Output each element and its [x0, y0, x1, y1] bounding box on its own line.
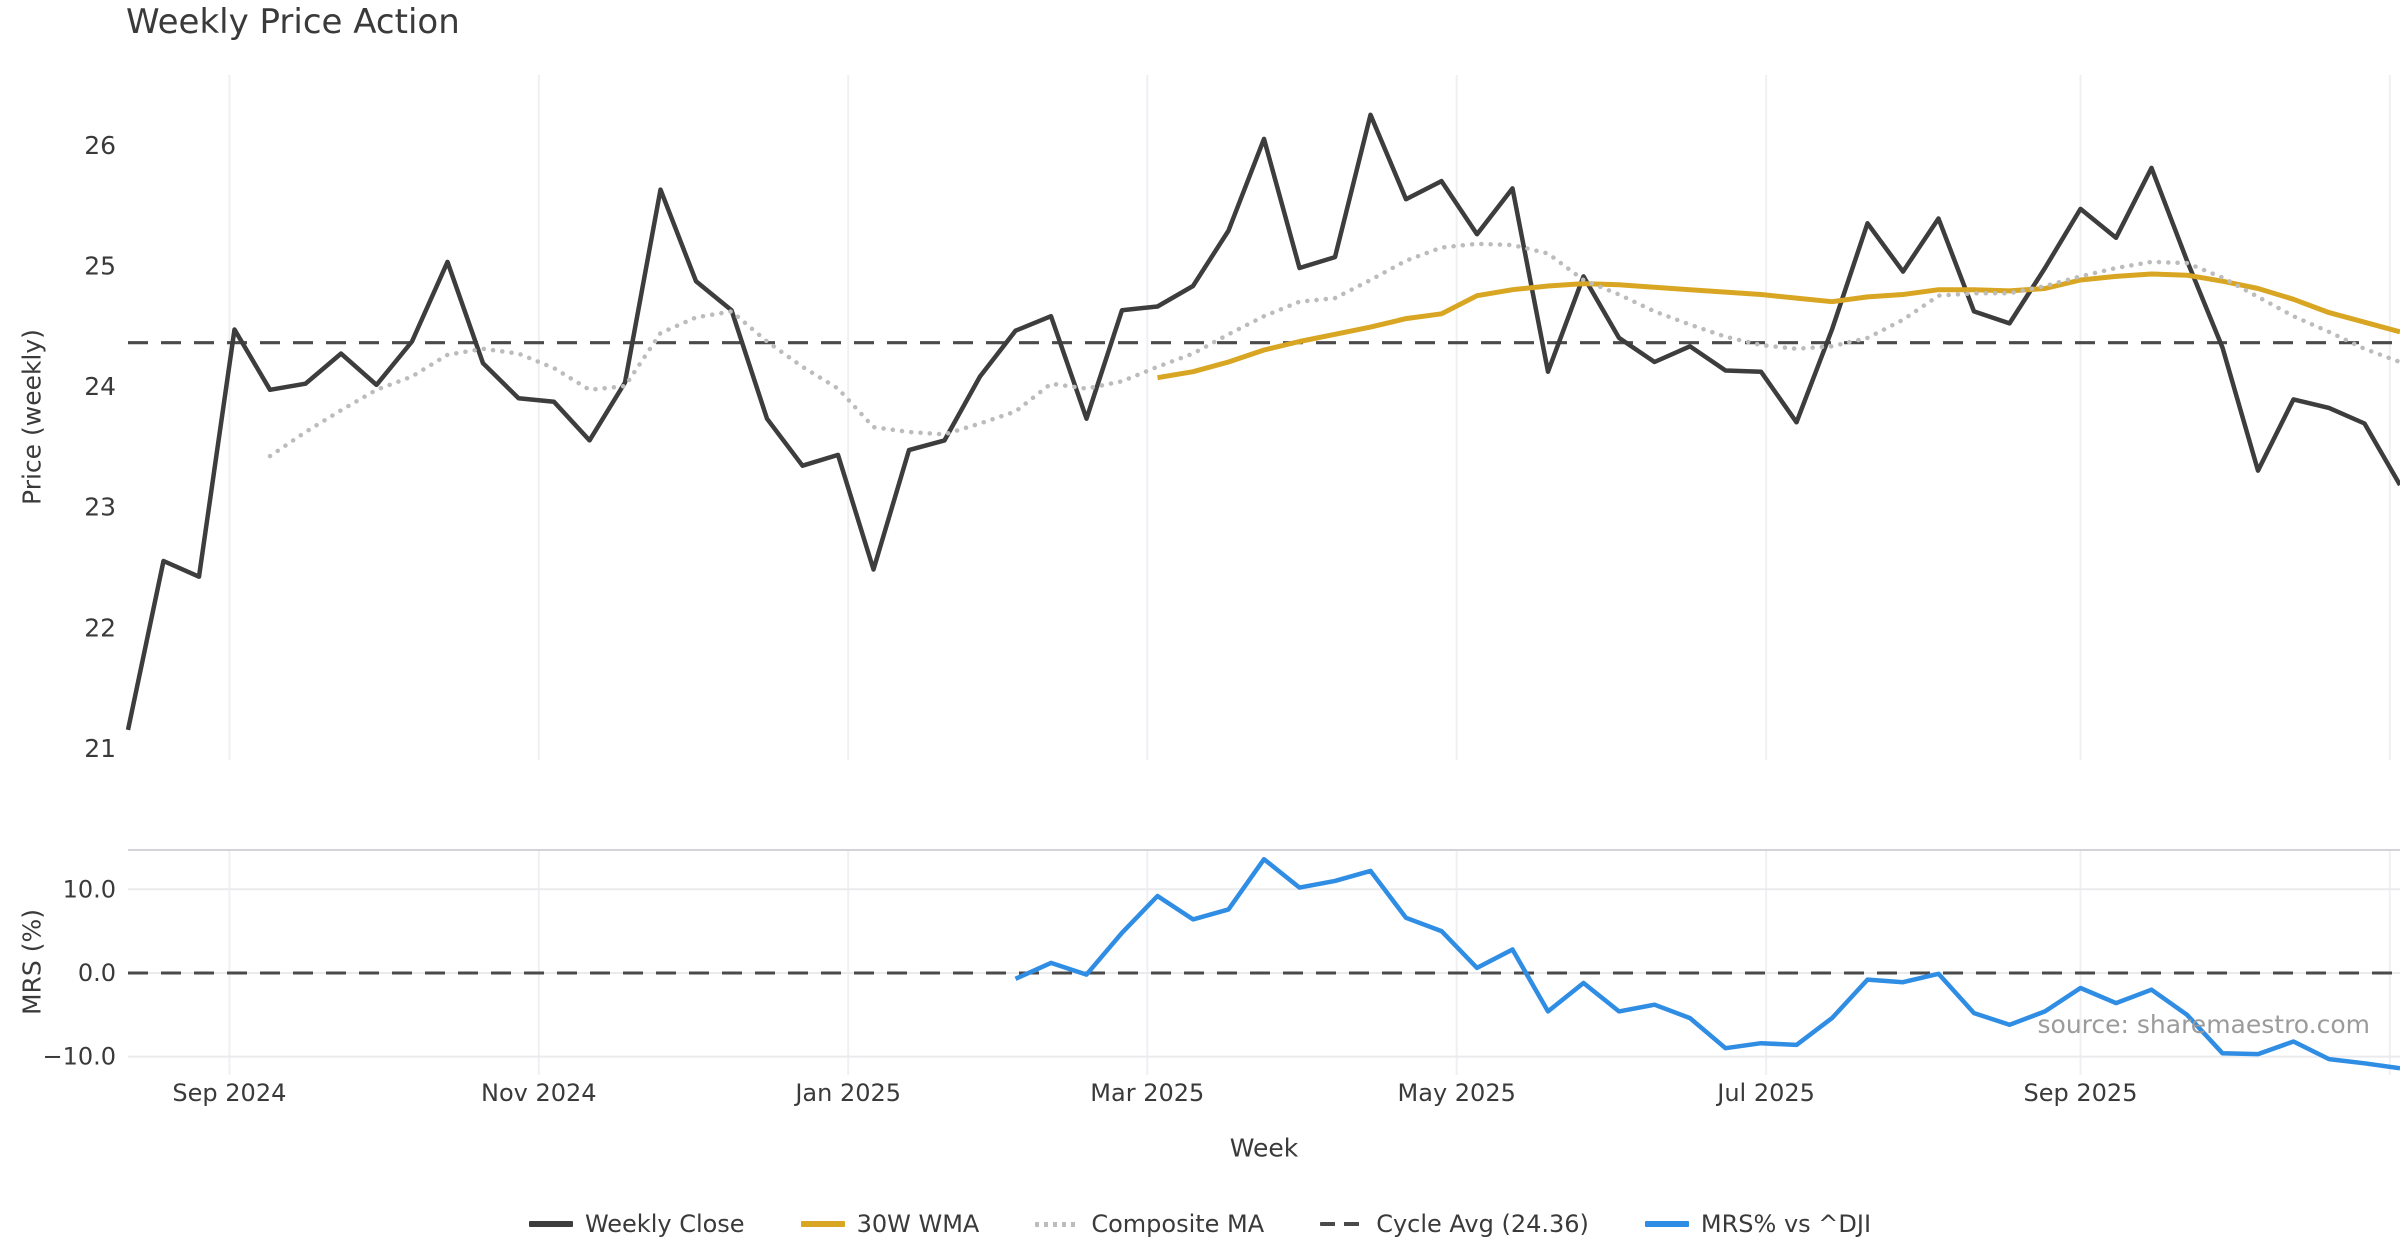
legend-label: Composite MA	[1091, 1210, 1265, 1238]
mrs-y-tick-label: 0.0	[78, 959, 116, 987]
legend-item-cycle-avg: Cycle Avg (24.36)	[1320, 1210, 1589, 1238]
x-tick-label: Sep 2025	[2024, 1079, 2138, 1107]
price-y-tick-label: 24	[84, 372, 116, 401]
legend-label: Weekly Close	[584, 1210, 745, 1238]
legend-item-30w-wma: 30W WMA	[800, 1210, 980, 1238]
series-weekly-close	[125, 112, 2400, 731]
series-composite-ma	[267, 241, 2400, 459]
x-tick-label: Nov 2024	[481, 1079, 597, 1107]
legend-item-mrs: MRS% vs ^DJI	[1644, 1210, 1872, 1238]
x-tick-label: May 2025	[1398, 1079, 1516, 1107]
mrs-line-swatch	[1644, 1221, 1689, 1227]
x-axis-title: Week	[1229, 1133, 1299, 1163]
watermark: source: sharemaestro.com	[2037, 1010, 2371, 1039]
price-y-tick-label: 25	[84, 252, 116, 281]
wma-line-swatch	[800, 1221, 845, 1227]
price-y-tick-label: 21	[84, 734, 116, 763]
price-y-tick-label: 23	[84, 493, 116, 522]
series-30w-wma	[1157, 271, 2400, 381]
composite-ma-line-swatch	[1035, 1221, 1080, 1227]
x-tick-label: Sep 2024	[172, 1079, 286, 1107]
price-y-tick-label: 22	[84, 613, 116, 642]
chart-legend: Weekly Close 30W WMA Composite MA Cycle …	[0, 1210, 2400, 1238]
x-tick-label: Mar 2025	[1090, 1079, 1204, 1107]
weekly-close-line-swatch	[528, 1221, 573, 1227]
chart-title: Weekly Price Action	[126, 2, 460, 42]
mrs-y-tick-label: 10.0	[63, 875, 116, 903]
legend-label: MRS% vs ^DJI	[1700, 1210, 1872, 1238]
series-mrs-vs-dji	[1014, 856, 2400, 1071]
x-tick-label: Jul 2025	[1715, 1079, 1815, 1107]
x-tick-label: Jan 2025	[793, 1079, 901, 1107]
legend-item-weekly-close: Weekly Close	[528, 1210, 745, 1238]
mrs-y-tick-label: −10.0	[42, 1043, 116, 1071]
legend-label: 30W WMA	[856, 1210, 980, 1238]
legend-item-composite-ma: Composite MA	[1035, 1210, 1264, 1238]
cycle-avg-line-swatch	[1320, 1222, 1365, 1226]
price-y-tick-label: 26	[84, 131, 116, 160]
legend-label: Cycle Avg (24.36)	[1376, 1210, 1589, 1238]
